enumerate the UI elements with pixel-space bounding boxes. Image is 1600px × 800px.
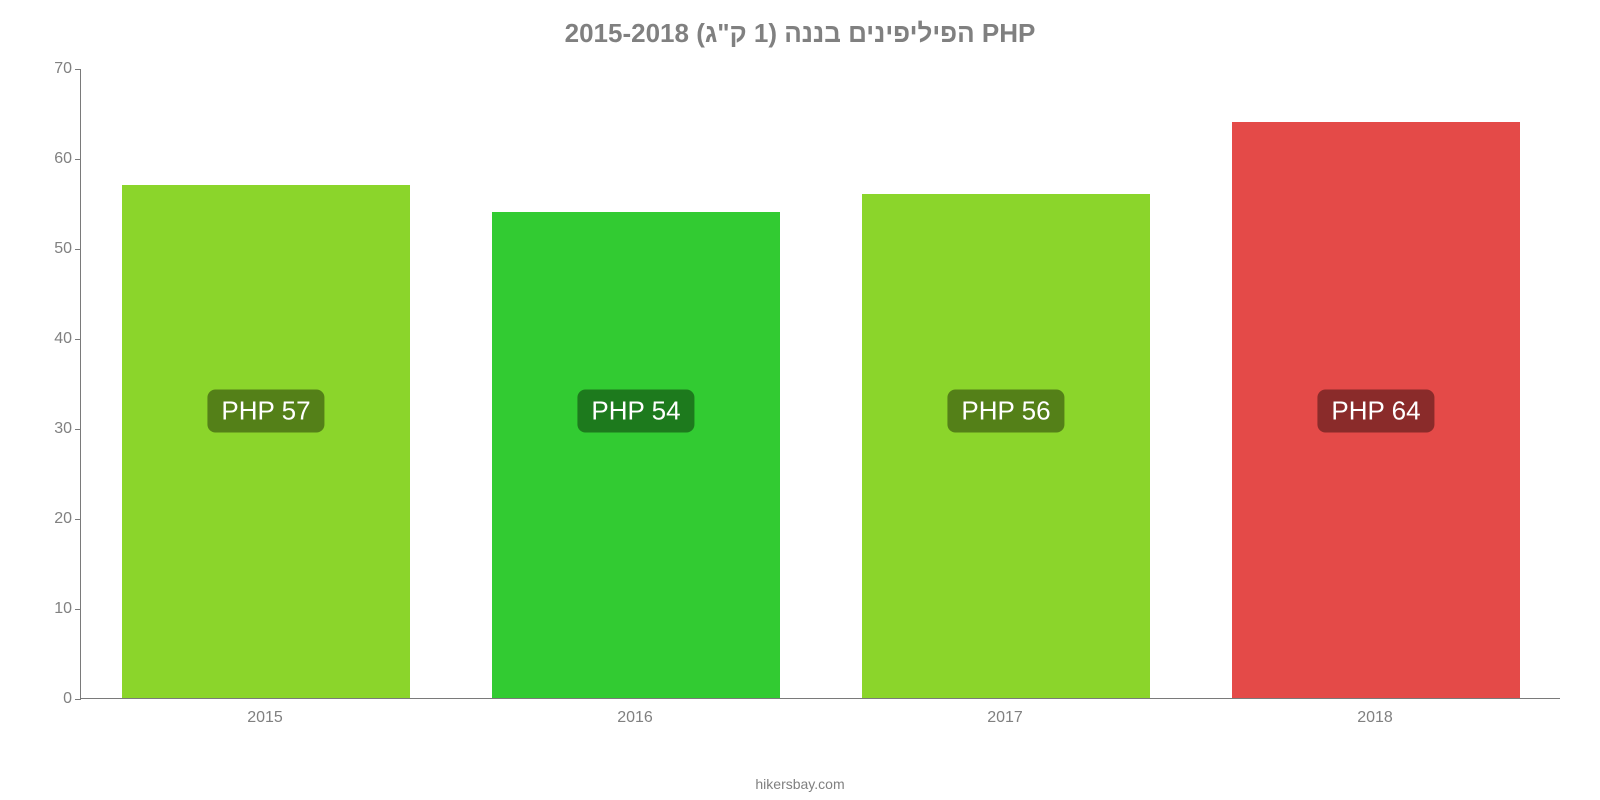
bar-value-label: PHP 57 xyxy=(207,390,324,433)
y-tick-label: 10 xyxy=(30,600,72,618)
bar-value-label: PHP 56 xyxy=(947,390,1064,433)
y-tick-mark xyxy=(75,249,81,250)
x-tick-label: 2018 xyxy=(1357,709,1393,727)
y-tick-label: 70 xyxy=(30,60,72,78)
y-tick-label: 60 xyxy=(30,150,72,168)
chart-footer: hikersbay.com xyxy=(0,776,1600,792)
y-tick-label: 0 xyxy=(30,690,72,708)
y-tick-mark xyxy=(75,429,81,430)
x-tick-label: 2016 xyxy=(617,709,653,727)
y-tick-label: 50 xyxy=(30,240,72,258)
bar xyxy=(122,185,411,698)
y-tick-label: 30 xyxy=(30,420,72,438)
y-tick-mark xyxy=(75,159,81,160)
y-tick-mark xyxy=(75,609,81,610)
y-tick-mark xyxy=(75,519,81,520)
y-tick-mark xyxy=(75,69,81,70)
y-tick-mark xyxy=(75,699,81,700)
bar-value-label: PHP 64 xyxy=(1317,390,1434,433)
y-tick-label: 20 xyxy=(30,510,72,528)
bar xyxy=(862,194,1151,698)
bar xyxy=(492,212,781,698)
chart-title: הפיליפינים בננה (1 ק"ג) 2015-2018 PHP xyxy=(565,18,1036,49)
y-tick-label: 40 xyxy=(30,330,72,348)
bars-layer: PHP 57 PHP 54 PHP 56 PHP 64 xyxy=(81,69,1560,698)
plot-area: PHP 57 PHP 54 PHP 56 PHP 64 xyxy=(80,69,1560,699)
bar-value-label: PHP 54 xyxy=(577,390,694,433)
x-tick-label: 2015 xyxy=(247,709,283,727)
x-tick-label: 2017 xyxy=(987,709,1023,727)
y-tick-mark xyxy=(75,339,81,340)
chart-wrap: PHP 57 PHP 54 PHP 56 PHP 64 0 10 20 30 40 50 60 70… xyxy=(30,59,1570,739)
